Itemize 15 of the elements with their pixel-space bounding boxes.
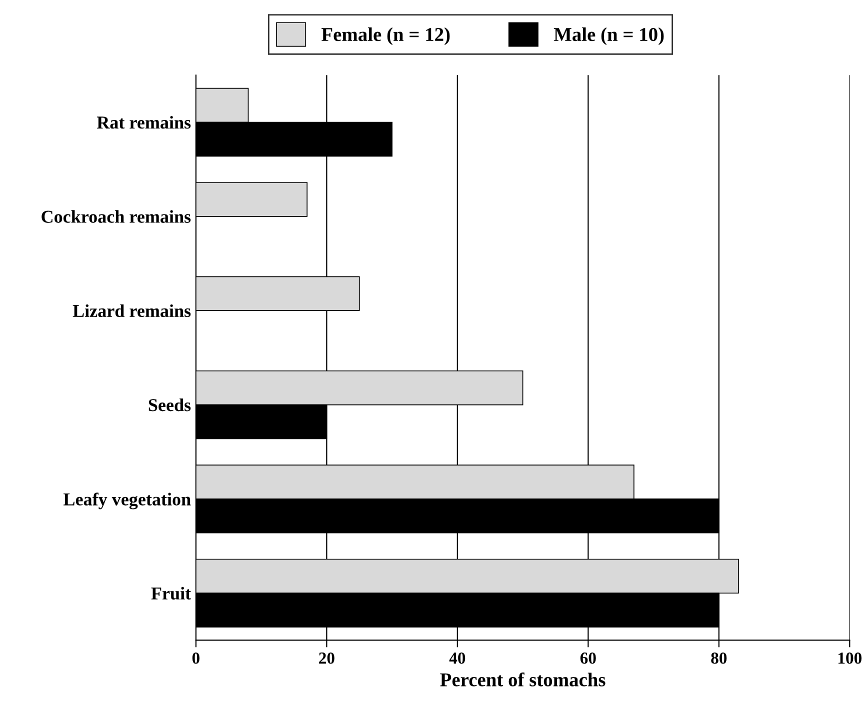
- x-tick-label: 40: [449, 652, 466, 664]
- y-tick-label: Cockroach remains: [42, 210, 191, 223]
- y-tick-label: Leafy vegetation: [64, 492, 191, 510]
- x-tick-label: 60: [580, 652, 596, 664]
- y-tick-label: Lizard remains: [72, 304, 191, 318]
- x-tick-label: 0: [192, 652, 200, 664]
- y-tick-label: Fruit: [151, 586, 192, 600]
- x-tick-label: 100: [838, 652, 862, 664]
- y-tick-label: Seeds: [148, 398, 191, 412]
- y-tick-label: Rat remains: [96, 116, 191, 129]
- legend-label: Male (n = 10): [554, 27, 664, 46]
- legend-label: Female (n = 12): [322, 27, 450, 46]
- x-axis-title: Percent of stomachs: [440, 672, 606, 686]
- x-tick-label: 20: [319, 652, 334, 664]
- x-tick-label: 80: [711, 652, 727, 664]
